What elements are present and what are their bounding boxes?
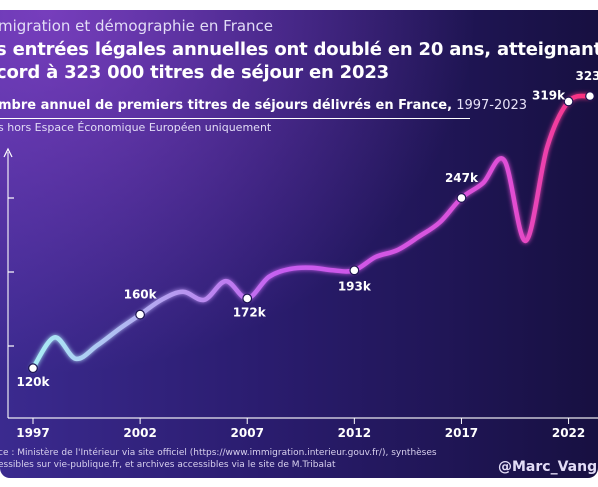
x-tick-label-2007: 2007: [231, 426, 264, 440]
data-label-2017: 247k: [445, 171, 479, 185]
chart-note: s hors Espace Économique Européen unique…: [0, 121, 272, 134]
data-points: 120k 160k 172k 193k 247k 319k 323: [16, 69, 598, 389]
x-tick-label-1997: 1997: [16, 426, 49, 440]
data-point-1997: [28, 363, 38, 374]
y-axis-arrow: [3, 147, 13, 158]
data-label-2002: 160k: [124, 288, 158, 302]
x-tick-label-2022: 2022: [552, 426, 585, 440]
line-chart: 120k 160k 172k 193k 247k 319k 323 1997 2002 2007…: [3, 69, 598, 440]
data-point-2017: [456, 193, 467, 203]
x-tick-label-2017: 2017: [445, 426, 478, 440]
data-label-2012: 193k: [338, 279, 372, 293]
series-line: [30, 93, 593, 371]
x-tick-labels: 1997 2002 2007 2012 2017 2022: [16, 418, 585, 440]
x-tick-label-2002: 2002: [123, 426, 156, 440]
data-label-1997: 120k: [16, 375, 50, 389]
source-line-1: ce : Ministère de l'Intérieur via site o…: [0, 448, 437, 458]
data-point-2022: [563, 96, 574, 107]
series-line-layer: [30, 93, 593, 371]
source-line-2: essibles sur vie-publique.fr, et archive…: [0, 460, 336, 470]
data-label-2022: 319k: [532, 88, 566, 102]
chart-title-line-2: cord à 323 000 titres de séjour en 2023: [0, 62, 389, 83]
axes: [3, 147, 598, 419]
data-label-2007: 172k: [233, 305, 267, 319]
subtitle-underline: [0, 118, 470, 119]
topic-label: migration et démographie en France: [0, 17, 274, 35]
data-point-2012: [349, 265, 360, 276]
source-note: ce : Ministère de l'Intérieur via site o…: [0, 447, 437, 471]
data-point-2007: [242, 293, 253, 304]
subtitle-main: mbre annuel de premiers titres de séjour…: [0, 98, 453, 113]
data-point-2023: [585, 91, 595, 101]
author-handle: @Marc_Vangu: [498, 459, 598, 475]
x-tick-label-2012: 2012: [338, 426, 371, 440]
chart-title-line-1: s entrées légales annuelles ont doublé e…: [0, 39, 598, 60]
subtitle-years: 1997-2023: [456, 98, 528, 113]
data-label-2023: 323: [575, 69, 598, 83]
data-point-2002: [135, 309, 146, 320]
chart-card: 120k 160k 172k 193k 247k 319k 323 1997 2002 2007…: [0, 10, 598, 478]
chart-subtitle: mbre annuel de premiers titres de séjour…: [0, 98, 527, 113]
